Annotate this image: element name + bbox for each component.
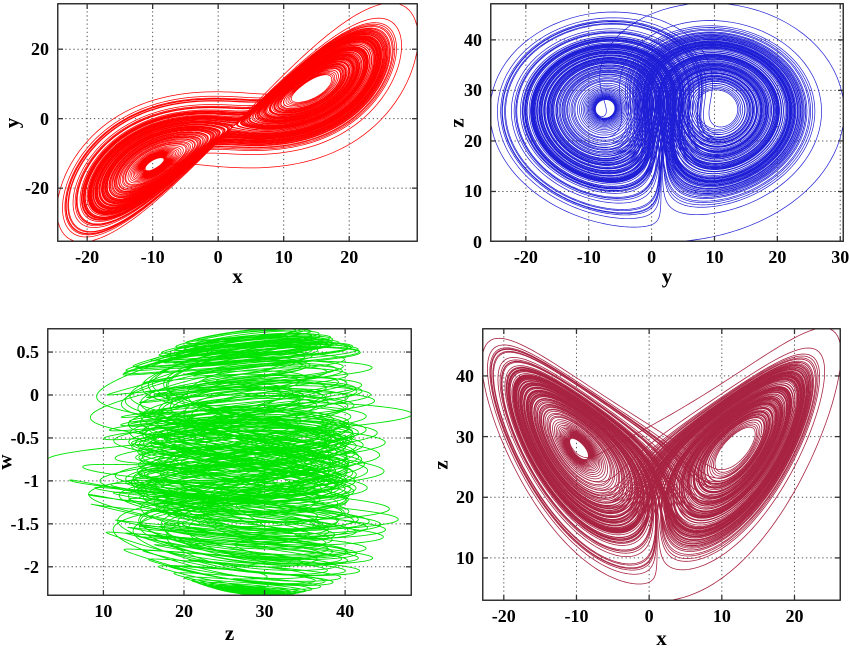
x-y-x-tick-label: -10 bbox=[140, 247, 165, 267]
y-z-x-tick-label: 20 bbox=[768, 247, 787, 267]
x-z-x-tick-label: 10 bbox=[712, 606, 731, 626]
x-z-y-tick-label: 30 bbox=[456, 426, 474, 447]
z-w-x-tick-label: 30 bbox=[255, 601, 274, 621]
z-w-trajectory-canvas bbox=[47, 328, 412, 596]
x-y-x-tick-label: -20 bbox=[75, 247, 100, 267]
x-y-y-tick-label: -20 bbox=[25, 178, 49, 199]
y-z-y-tick-label: 40 bbox=[464, 29, 482, 50]
y-z-y-tick-label: 0 bbox=[473, 232, 482, 252]
y-z-trajectory-canvas bbox=[490, 3, 844, 242]
z-w-xaxis-label: z bbox=[224, 621, 235, 645]
z-w-y-tick-label: -0.5 bbox=[10, 427, 40, 448]
plot-y-z: y z -20 -10 0 10 20 30 0 10 20 30 40 bbox=[445, 3, 849, 287]
x-z-y-tick-label: 40 bbox=[456, 365, 474, 386]
x-z-x-tick-label: -10 bbox=[564, 606, 589, 626]
x-y-x-tick-label: 10 bbox=[274, 247, 293, 267]
x-y-y-tick-label: 20 bbox=[31, 39, 49, 60]
x-y-yaxis-label: y bbox=[0, 117, 24, 128]
z-w-y-tick-label: 0 bbox=[30, 385, 39, 405]
y-z-x-tick-label: -10 bbox=[576, 247, 601, 267]
z-w-y-tick-label: -2 bbox=[24, 556, 39, 577]
x-z-trajectory-canvas bbox=[482, 328, 841, 601]
x-y-trajectory-canvas bbox=[57, 3, 418, 242]
x-z-x-tick-label: 20 bbox=[785, 606, 804, 626]
y-z-xaxis-label: y bbox=[661, 264, 673, 288]
y-z-y-tick-label: 10 bbox=[464, 181, 482, 202]
x-z-y-tick-label: 20 bbox=[456, 487, 474, 508]
x-y-x-tick-label: 0 bbox=[213, 247, 223, 267]
x-y-y-tick-label: 0 bbox=[40, 108, 49, 129]
y-z-y-tick-label: 30 bbox=[464, 80, 482, 101]
z-w-x-tick-label: 20 bbox=[174, 601, 193, 621]
y-z-x-tick-label: 10 bbox=[705, 247, 724, 267]
x-z-y-tick-label: 10 bbox=[456, 547, 474, 568]
z-w-y-tick-label: 0.5 bbox=[16, 342, 40, 363]
plot-x-z: x z -20 -10 0 10 20 10 20 30 40 bbox=[429, 328, 841, 649]
x-z-yaxis-label: z bbox=[428, 459, 453, 470]
x-y-x-tick-label: 20 bbox=[340, 247, 359, 267]
x-z-x-tick-label: 0 bbox=[644, 606, 654, 626]
x-y-xaxis-label: x bbox=[232, 264, 243, 288]
plot-x-y: x y -20 -10 0 10 20 -20 0 20 bbox=[0, 3, 418, 287]
z-w-y-tick-label: -1 bbox=[24, 470, 39, 491]
y-z-y-tick-label: 20 bbox=[464, 130, 482, 151]
y-z-x-tick-label: 30 bbox=[831, 247, 850, 267]
plot-z-w: z w 10 20 30 40 0.5 0 -0.5 -1 -1.5 -2 bbox=[0, 328, 412, 644]
x-z-xaxis-label: x bbox=[656, 626, 667, 650]
y-z-yaxis-label: z bbox=[444, 117, 469, 128]
y-z-x-tick-label: 0 bbox=[647, 247, 657, 267]
y-z-x-tick-label: -20 bbox=[513, 247, 538, 267]
z-w-y-tick-label: -1.5 bbox=[10, 513, 40, 534]
z-w-yaxis-label: w bbox=[0, 454, 17, 469]
z-w-x-tick-label: 10 bbox=[94, 601, 113, 621]
z-w-x-tick-label: 40 bbox=[336, 601, 355, 621]
x-z-x-tick-label: -20 bbox=[491, 606, 516, 626]
